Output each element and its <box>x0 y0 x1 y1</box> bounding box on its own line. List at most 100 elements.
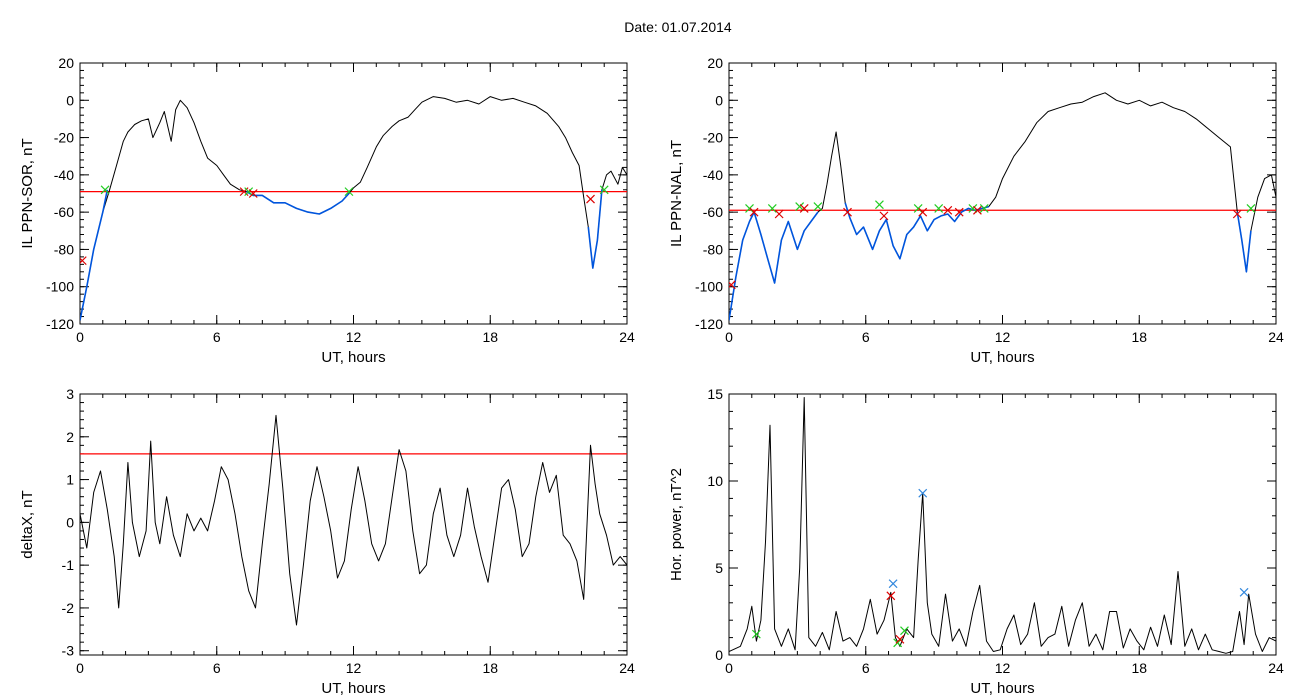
event-marker <box>895 634 905 644</box>
plot-frame <box>79 62 628 325</box>
x-tick-label: 0 <box>725 329 733 345</box>
event-marker <box>774 209 784 219</box>
data-layer <box>80 414 627 626</box>
x-tick-label: 0 <box>76 660 84 676</box>
y-axis-label: IL PPN-SOR, nT <box>19 138 36 248</box>
event-marker <box>248 189 258 198</box>
event-marker <box>813 202 823 211</box>
y-tick-label: 1 <box>66 472 74 488</box>
event-marker <box>795 202 805 211</box>
event-marker <box>973 205 982 215</box>
x-tick-label: 12 <box>346 329 362 345</box>
event-marker <box>943 205 953 215</box>
event-marker <box>954 207 964 217</box>
highlight-segment <box>729 211 819 321</box>
chart-hor-power: 0 6 12 18 24 0 5 10 15 UT, hours Hor. power, nT^2 <box>668 386 1284 697</box>
y-tick-label: 0 <box>715 647 723 663</box>
y-tick-label: -60 <box>54 204 74 220</box>
event-marker <box>968 203 978 213</box>
y-tick-label: 0 <box>66 92 74 108</box>
event-marker <box>918 207 928 217</box>
plot-frame <box>79 393 628 656</box>
event-marker <box>749 207 759 217</box>
x-tick-label: 6 <box>213 660 221 676</box>
data-layer <box>729 397 1276 654</box>
x-tick-label: 12 <box>995 329 1011 345</box>
y-tick-label: -100 <box>46 279 74 295</box>
x-tick-label: 18 <box>482 660 498 676</box>
event-marker <box>344 187 354 197</box>
highlight-segment <box>246 190 350 215</box>
series-line <box>729 397 1276 654</box>
y-axis-label: Hor. power, nT^2 <box>668 468 685 581</box>
y-tick-label: 10 <box>707 473 723 489</box>
event-marker <box>1232 209 1242 219</box>
event-marker <box>879 211 889 221</box>
event-marker <box>875 200 884 210</box>
x-tick-label: 18 <box>1131 660 1147 676</box>
y-tick-label: 3 <box>66 386 74 402</box>
event-marker <box>729 280 736 290</box>
highlight-segment <box>844 202 990 260</box>
y-tick-label: -120 <box>695 316 723 332</box>
data-layer <box>80 96 627 321</box>
figure-title: Date: 01.07.2014 <box>624 19 732 35</box>
x-tick-label: 6 <box>862 660 870 676</box>
y-tick-label: 20 <box>58 55 74 71</box>
event-marker <box>244 187 254 197</box>
y-tick-label: 20 <box>707 55 723 71</box>
y-tick-label: -20 <box>703 130 723 146</box>
plot-frame <box>728 62 1277 325</box>
y-axis-label: deltaX, nT <box>19 490 36 558</box>
x-tick-label: 18 <box>1131 329 1147 345</box>
event-marker <box>843 207 852 217</box>
y-tick-label: 5 <box>715 560 723 576</box>
event-marker <box>1246 203 1256 213</box>
event-marker <box>100 185 110 195</box>
series-line <box>80 96 627 321</box>
event-marker <box>979 203 989 213</box>
y-tick-label: 0 <box>66 514 74 530</box>
series-line <box>729 92 1276 321</box>
event-marker <box>918 488 928 498</box>
event-marker <box>900 626 909 636</box>
y-tick-label: 2 <box>66 429 74 445</box>
y-tick-label: -2 <box>62 600 75 616</box>
y-tick-label: -1 <box>62 557 75 573</box>
y-tick-label: 15 <box>707 386 723 402</box>
event-marker <box>586 194 595 204</box>
event-marker <box>751 629 761 639</box>
x-tick-label: 12 <box>346 660 362 676</box>
event-marker <box>80 256 87 266</box>
highlight-segment <box>587 189 603 269</box>
y-tick-label: -20 <box>54 130 74 146</box>
series-line <box>80 414 627 626</box>
x-tick-label: 24 <box>1268 660 1284 676</box>
x-tick-label: 24 <box>619 329 635 345</box>
event-marker <box>799 203 809 213</box>
x-tick-label: 0 <box>76 329 84 345</box>
data-layer <box>729 92 1276 321</box>
y-tick-label: 0 <box>715 92 723 108</box>
x-tick-label: 0 <box>725 660 733 676</box>
x-tick-label: 6 <box>213 329 221 345</box>
highlight-segment <box>1236 211 1252 273</box>
minor-ticks <box>728 62 1277 325</box>
y-tick-label: -100 <box>695 279 723 295</box>
y-tick-label: -3 <box>62 643 75 659</box>
x-tick-label: 12 <box>995 660 1011 676</box>
event-marker <box>599 185 609 195</box>
y-tick-label: -40 <box>703 167 723 183</box>
event-marker <box>886 591 896 601</box>
x-tick-label: 18 <box>482 329 498 345</box>
x-tick-label: 24 <box>619 660 635 676</box>
highlight-segment <box>80 189 109 321</box>
x-tick-label: 24 <box>1268 329 1284 345</box>
plot-frame <box>728 393 1277 656</box>
x-axis-label: UT, hours <box>321 349 385 366</box>
x-axis-label: UT, hours <box>321 680 385 697</box>
x-tick-label: 6 <box>862 329 870 345</box>
y-tick-label: -120 <box>46 316 74 332</box>
